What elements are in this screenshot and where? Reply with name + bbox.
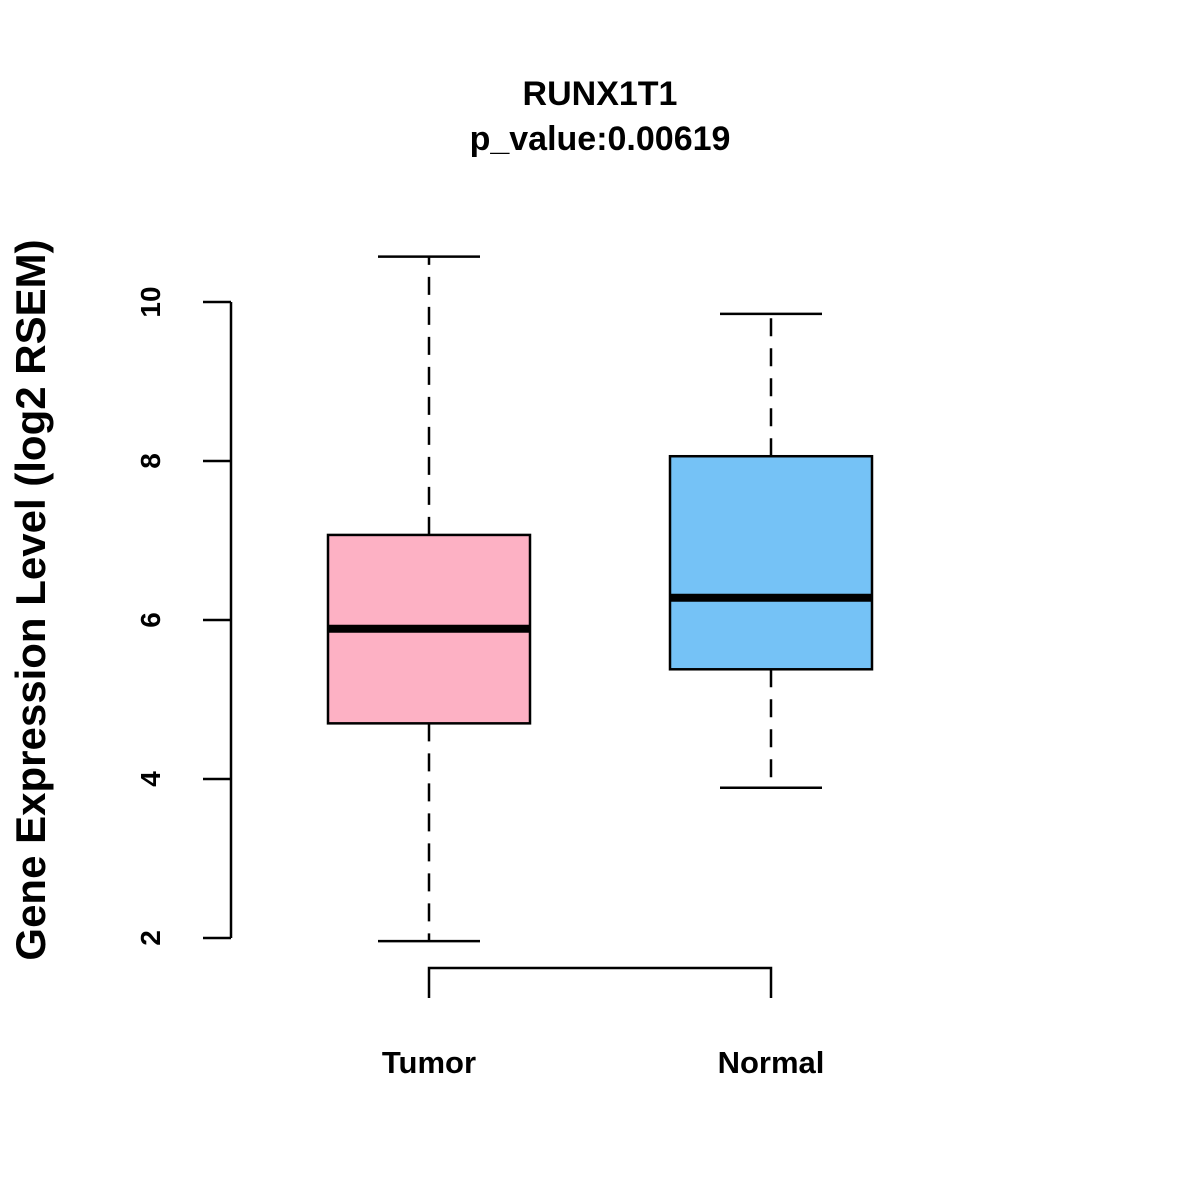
chart-title: RUNX1T1 [523, 75, 678, 113]
y-axis: 2 4 6 8 10 [135, 286, 233, 946]
x-tick-label: Tumor [382, 1045, 476, 1080]
x-tick-label: Normal [718, 1045, 825, 1080]
y-tick-label: 6 [135, 612, 166, 628]
box-normal [668, 312, 874, 789]
y-tick-label: 4 [135, 771, 166, 787]
y-tick-label: 10 [135, 286, 166, 317]
boxes [326, 255, 874, 998]
box-tumor [326, 255, 532, 943]
y-tick-label: 8 [135, 453, 166, 469]
comparison-bracket [427, 966, 773, 998]
y-axis-label: Gene Expression Level (log2 RSEM) [7, 239, 54, 960]
iqr-box [668, 454, 874, 671]
x-axis-labels: Tumor Normal [382, 1045, 824, 1080]
y-tick-label: 2 [135, 930, 166, 946]
chart-subtitle: p_value:0.00619 [470, 120, 731, 158]
